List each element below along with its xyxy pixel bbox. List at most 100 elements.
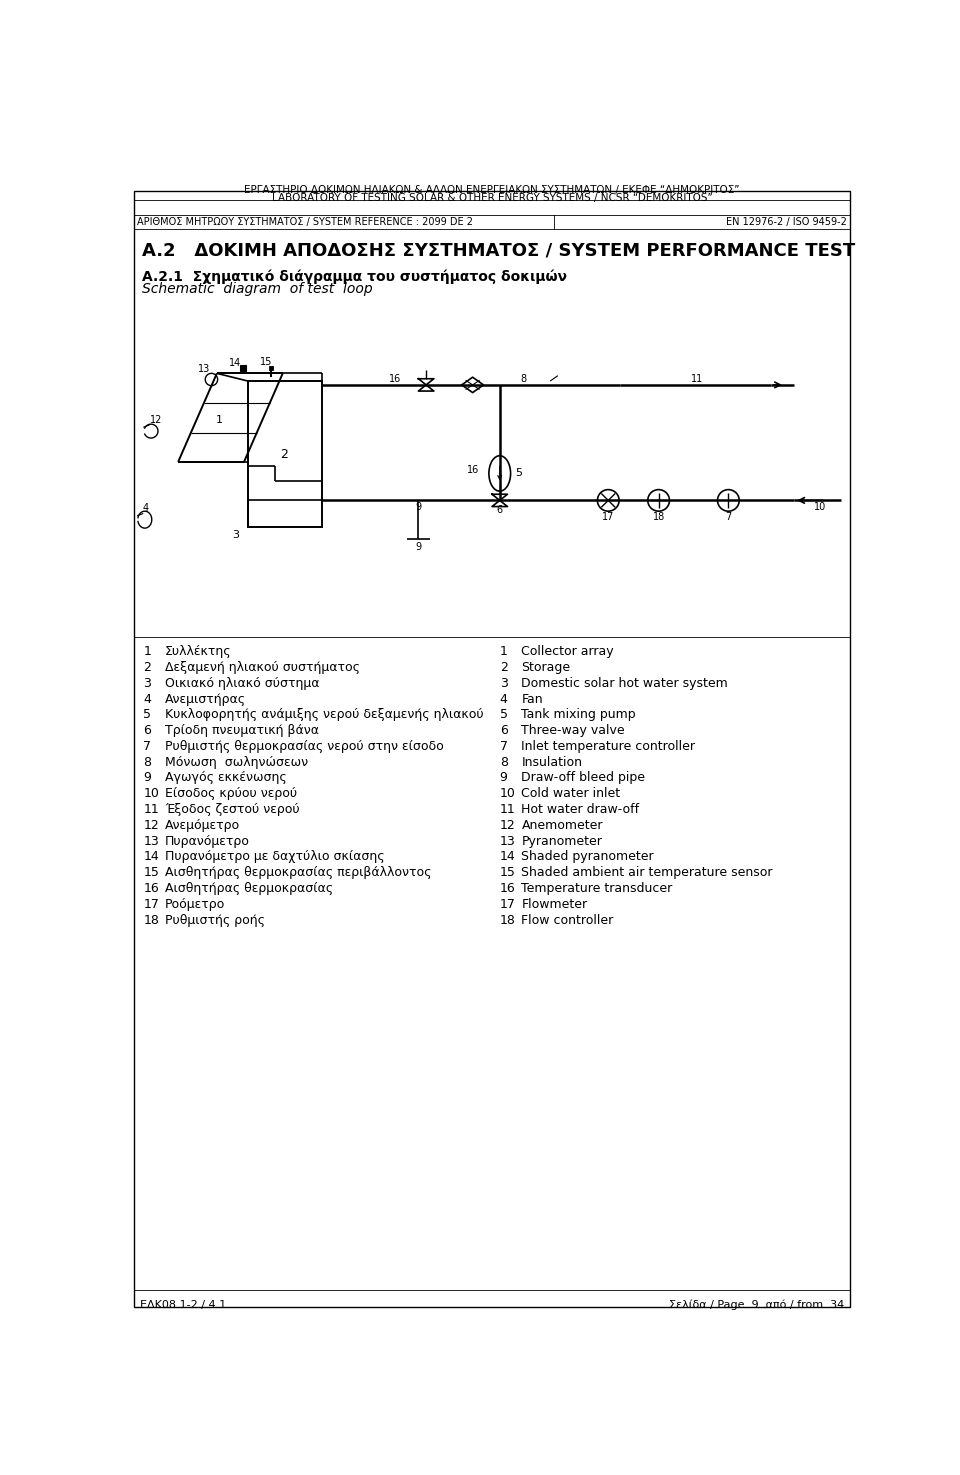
Text: 5: 5 bbox=[500, 708, 508, 721]
Text: Έξοδος ζεστού νερού: Έξοδος ζεστού νερού bbox=[165, 802, 300, 816]
Text: 4: 4 bbox=[143, 693, 151, 705]
Text: 17: 17 bbox=[143, 898, 159, 910]
Text: Συλλέκτης: Συλλέκτης bbox=[165, 645, 231, 658]
Text: Storage: Storage bbox=[521, 661, 570, 674]
Text: 18: 18 bbox=[653, 512, 664, 522]
Text: Hot water draw-off: Hot water draw-off bbox=[521, 802, 639, 816]
Text: 9: 9 bbox=[416, 541, 421, 552]
Text: 6: 6 bbox=[500, 724, 508, 738]
Text: 13: 13 bbox=[500, 835, 516, 848]
Text: Three-way valve: Three-way valve bbox=[521, 724, 625, 738]
Text: LABORATORY OF TESTING SOLAR & OTHER ENERGY SYSTEMS / NCSR “DEMOKRITOS”: LABORATORY OF TESTING SOLAR & OTHER ENER… bbox=[272, 193, 712, 204]
Text: 2: 2 bbox=[143, 661, 151, 674]
Text: Αγωγός εκκένωσης: Αγωγός εκκένωσης bbox=[165, 771, 287, 785]
Text: ΕΔΚ08.1-2 / 4.1: ΕΔΚ08.1-2 / 4.1 bbox=[140, 1299, 227, 1310]
Text: Δεξαμενή ηλιακού συστήματος: Δεξαμενή ηλιακού συστήματος bbox=[165, 661, 360, 674]
Text: 8: 8 bbox=[520, 373, 526, 384]
Text: Temperature transducer: Temperature transducer bbox=[521, 882, 673, 895]
Text: 1: 1 bbox=[143, 645, 151, 658]
Text: Ανεμόμετρο: Ανεμόμετρο bbox=[165, 819, 240, 832]
Text: 18: 18 bbox=[143, 913, 159, 926]
Text: 18: 18 bbox=[500, 913, 516, 926]
Text: 13: 13 bbox=[198, 364, 210, 375]
Text: Insulation: Insulation bbox=[521, 755, 583, 768]
Text: A.2   ΔΟΚΙΜΗ ΑΠΟΔΟΣΗΣ ΣΥΣΤΗΜΑΤΟΣ / SYSTEM PERFORMANCE TEST: A.2 ΔΟΚΙΜΗ ΑΠΟΔΟΣΗΣ ΣΥΣΤΗΜΑΤΟΣ / SYSTEM … bbox=[142, 242, 855, 260]
Text: 5: 5 bbox=[516, 469, 522, 478]
Text: 11: 11 bbox=[691, 373, 704, 384]
Text: Μόνωση  σωληνώσεων: Μόνωση σωληνώσεων bbox=[165, 755, 308, 768]
Text: Ρυθμιστής ροής: Ρυθμιστής ροής bbox=[165, 913, 265, 926]
Text: Shaded pyranometer: Shaded pyranometer bbox=[521, 851, 654, 863]
Text: 11: 11 bbox=[143, 802, 159, 816]
Text: 13: 13 bbox=[143, 835, 159, 848]
Text: 7: 7 bbox=[725, 512, 732, 522]
Text: Schematic  diagram  of test  loop: Schematic diagram of test loop bbox=[142, 282, 372, 295]
Text: 6: 6 bbox=[496, 504, 503, 515]
Text: 4: 4 bbox=[142, 503, 149, 513]
Text: Pyranometer: Pyranometer bbox=[521, 835, 602, 848]
Text: 16: 16 bbox=[500, 882, 516, 895]
Text: 7: 7 bbox=[143, 740, 152, 752]
Text: 14: 14 bbox=[228, 358, 241, 369]
Text: Οικιακό ηλιακό σύστημα: Οικιακό ηλιακό σύστημα bbox=[165, 677, 320, 690]
Text: Πυρανόμετρο: Πυρανόμετρο bbox=[165, 835, 250, 848]
Bar bbox=[240, 364, 247, 372]
Text: 15: 15 bbox=[259, 357, 272, 367]
Text: 12: 12 bbox=[143, 819, 159, 832]
Text: Αισθητήρας θερμοκρασίας: Αισθητήρας θερμοκρασίας bbox=[165, 882, 333, 895]
Text: Είσοδος κρύου νερού: Είσοδος κρύου νερού bbox=[165, 788, 297, 801]
Text: 1: 1 bbox=[216, 414, 223, 425]
Text: ΑΡΙΘΜΟΣ ΜΗΤΡΩΟΥ ΣΥΣΤΗΜΑΤΟΣ / SYSTEM REFERENCE : 2099 DE 2: ΑΡΙΘΜΟΣ ΜΗΤΡΩΟΥ ΣΥΣΤΗΜΑΤΟΣ / SYSTEM REFE… bbox=[137, 217, 473, 227]
Text: 6: 6 bbox=[143, 724, 151, 738]
Text: Tank mixing pump: Tank mixing pump bbox=[521, 708, 636, 721]
Text: 16: 16 bbox=[389, 373, 401, 384]
Text: 7: 7 bbox=[500, 740, 508, 752]
Text: 15: 15 bbox=[500, 866, 516, 879]
Text: 8: 8 bbox=[143, 755, 152, 768]
Text: 17: 17 bbox=[602, 512, 614, 522]
Text: Flow controller: Flow controller bbox=[521, 913, 613, 926]
Text: 3: 3 bbox=[500, 677, 508, 690]
Circle shape bbox=[648, 490, 669, 512]
Text: ΕΡΓΑΣΤΗΡΙΟ ΔΟΚΙΜΩΝ ΗΛΙΑΚΩΝ & ΑΛΛΩΝ ΕΝΕΡΓΕΙΑΚΩΝ ΣΥΣΤΗΜΑΤΩΝ / ΕΚΕΦΕ “ΔΗΜΟΚΡΙΤΟΣ”: ΕΡΓΑΣΤΗΡΙΟ ΔΟΚΙΜΩΝ ΗΛΙΑΚΩΝ & ΑΛΛΩΝ ΕΝΕΡΓ… bbox=[244, 184, 740, 195]
Text: Ανεμιστήρας: Ανεμιστήρας bbox=[165, 693, 246, 705]
Text: Fan: Fan bbox=[521, 693, 543, 705]
Bar bbox=[248, 381, 322, 528]
Circle shape bbox=[205, 373, 218, 385]
Text: 10: 10 bbox=[500, 788, 516, 801]
Text: Κυκλοφορητής ανάμιξης νερού δεξαμενής ηλιακού: Κυκλοφορητής ανάμιξης νερού δεξαμενής ηλ… bbox=[165, 708, 484, 721]
Text: A.2.1  Σχηματικό διάγραμμα του συστήματος δοκιμών: A.2.1 Σχηματικό διάγραμμα του συστήματος… bbox=[142, 270, 566, 283]
Text: EN 12976-2 / ISO 9459-2: EN 12976-2 / ISO 9459-2 bbox=[726, 217, 847, 227]
Text: Shaded ambient air temperature sensor: Shaded ambient air temperature sensor bbox=[521, 866, 773, 879]
Circle shape bbox=[717, 490, 739, 512]
Text: 12: 12 bbox=[150, 416, 162, 425]
Bar bbox=[269, 366, 274, 370]
Text: 2: 2 bbox=[280, 448, 288, 460]
Text: 15: 15 bbox=[143, 866, 159, 879]
Text: Cold water inlet: Cold water inlet bbox=[521, 788, 620, 801]
Text: 1: 1 bbox=[500, 645, 508, 658]
Text: 11: 11 bbox=[500, 802, 516, 816]
Text: 3: 3 bbox=[143, 677, 151, 690]
Text: Flowmeter: Flowmeter bbox=[521, 898, 588, 910]
Text: Αισθητήρας θερμοκρασίας περιβάλλοντος: Αισθητήρας θερμοκρασίας περιβάλλοντος bbox=[165, 866, 431, 879]
Text: 10: 10 bbox=[814, 502, 826, 512]
Text: 12: 12 bbox=[500, 819, 516, 832]
Text: 8: 8 bbox=[500, 755, 508, 768]
Text: 16: 16 bbox=[143, 882, 159, 895]
Text: Anemometer: Anemometer bbox=[521, 819, 603, 832]
Text: 3: 3 bbox=[232, 530, 239, 540]
Text: Ρυθμιστής θερμοκρασίας νερού στην είσοδο: Ρυθμιστής θερμοκρασίας νερού στην είσοδο bbox=[165, 740, 444, 752]
Text: Σελίδα / Page  9  από / from  34: Σελίδα / Page 9 από / from 34 bbox=[669, 1299, 845, 1310]
Text: 9: 9 bbox=[143, 771, 151, 785]
Text: Inlet temperature controller: Inlet temperature controller bbox=[521, 740, 695, 752]
Text: 5: 5 bbox=[143, 708, 152, 721]
Text: 14: 14 bbox=[143, 851, 159, 863]
Text: 16: 16 bbox=[467, 465, 479, 475]
Text: Ροόμετρο: Ροόμετρο bbox=[165, 898, 226, 910]
Text: Domestic solar hot water system: Domestic solar hot water system bbox=[521, 677, 729, 690]
Ellipse shape bbox=[489, 456, 511, 491]
Text: Collector array: Collector array bbox=[521, 645, 614, 658]
Text: Draw-off bleed pipe: Draw-off bleed pipe bbox=[521, 771, 645, 785]
Text: Τρίοδη πνευματική βάνα: Τρίοδη πνευματική βάνα bbox=[165, 724, 319, 738]
